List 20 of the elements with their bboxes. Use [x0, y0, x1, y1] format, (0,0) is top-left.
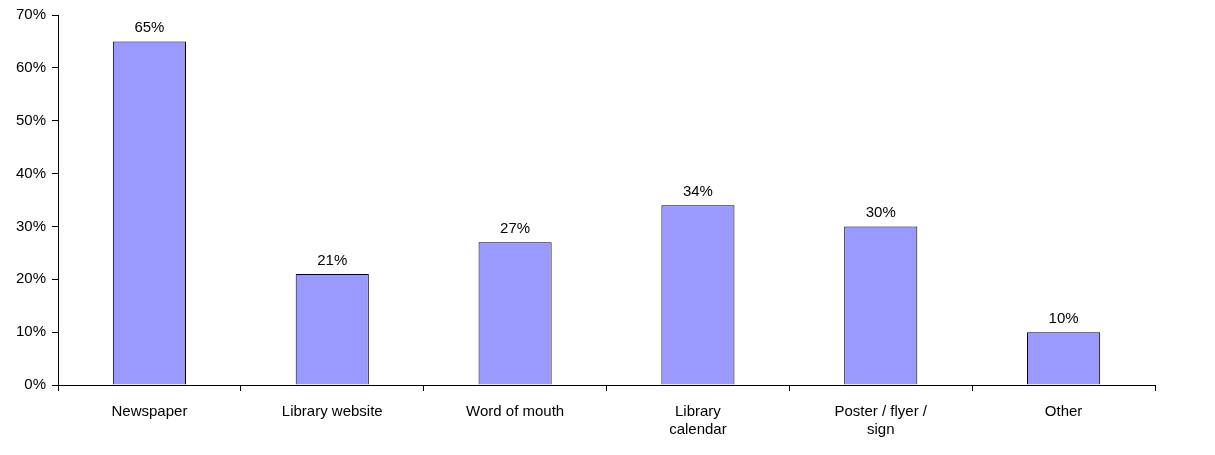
- data-label: 30%: [865, 203, 896, 221]
- data-label: 65%: [134, 18, 165, 36]
- y-tick-label: 0%: [24, 375, 47, 393]
- data-label: 21%: [317, 250, 348, 268]
- data-label: 34%: [682, 181, 713, 199]
- x-tick-label: Library website: [281, 402, 383, 420]
- y-tick-label: 30%: [15, 216, 47, 234]
- data-label: 27%: [500, 218, 531, 236]
- y-tick-label: 10%: [15, 322, 47, 340]
- y-tick-label: 20%: [15, 269, 47, 287]
- data-label: 10%: [1048, 308, 1079, 326]
- x-tick-label: Library calendar: [669, 402, 727, 438]
- y-tick-label: 50%: [15, 110, 47, 128]
- y-tick-label: 60%: [15, 58, 47, 75]
- x-tick-label: Other: [1044, 402, 1083, 420]
- x-tick-label: Newspaper: [111, 402, 188, 420]
- y-tick-label: 70%: [15, 5, 47, 23]
- x-tick-label: Poster / flyer / sign: [834, 402, 928, 438]
- x-tick-label: Word of mouth: [466, 402, 565, 420]
- y-tick-label: 40%: [15, 163, 47, 181]
